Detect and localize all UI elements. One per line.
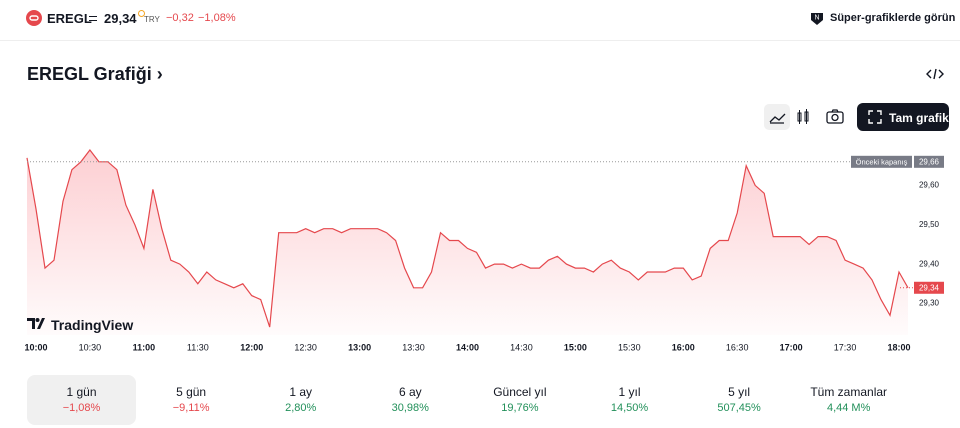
svg-text:N: N	[814, 14, 819, 21]
x-tick-label: 12:30	[294, 342, 317, 352]
area-style-button[interactable]	[764, 104, 790, 130]
chart-title[interactable]: EREGL Grafiği ›	[27, 64, 163, 84]
x-tick-label: 16:00	[672, 342, 695, 352]
period-change: 19,76%	[501, 402, 539, 414]
period-label: 1 gün	[66, 385, 97, 399]
x-tick-label: 14:00	[456, 342, 479, 352]
x-tick-label: 18:00	[887, 342, 910, 352]
period-tab[interactable]: 5 gün −9,11%	[137, 375, 246, 425]
previous-close-value-bg	[914, 155, 944, 168]
previous-close-name-bg	[851, 155, 912, 168]
x-tick-label: 11:00	[133, 342, 156, 352]
separator	[89, 16, 97, 21]
area-fill	[27, 150, 908, 335]
x-tick-label: 10:30	[79, 342, 102, 352]
full-chart-button[interactable]: Tam grafik	[857, 103, 949, 131]
previous-close-name: Önceki kapanış	[856, 157, 908, 166]
candle-style-button[interactable]	[790, 104, 816, 130]
period-tab[interactable]: 1 yıl 14,50%	[575, 375, 684, 425]
period-tab[interactable]: 1 ay 2,80%	[246, 375, 355, 425]
period-change: 507,45%	[717, 402, 761, 414]
y-tick-label: 29,30	[919, 299, 940, 308]
x-tick-label: 17:30	[834, 342, 857, 352]
period-change: −1,08%	[62, 402, 101, 414]
watermark: TradingView	[51, 317, 134, 333]
period-tab[interactable]: 5 yıl 507,45%	[685, 375, 794, 425]
period-change: −9,11%	[172, 402, 210, 414]
y-tick-label: 29,40	[919, 259, 940, 268]
period-label: 1 yıl	[618, 385, 641, 399]
period-tab[interactable]: 1 gün −1,08%	[27, 375, 136, 425]
y-tick-label: 29,60	[919, 181, 940, 190]
period-change: 30,98%	[391, 402, 429, 414]
period-tab[interactable]: 6 ay 30,98%	[356, 375, 465, 425]
change: −0,32	[166, 12, 194, 24]
period-change: 2,80%	[285, 402, 317, 414]
x-tick-label: 13:00	[348, 342, 371, 352]
embed-icon[interactable]	[926, 66, 944, 82]
full-chart-label: Tam grafik	[889, 111, 949, 125]
previous-close-value: 29,66	[919, 157, 940, 166]
x-tick-label: 15:30	[618, 342, 641, 352]
x-tick-label: 10:00	[24, 342, 47, 352]
x-tick-label: 14:30	[510, 342, 533, 352]
period-label: 5 gün	[176, 385, 207, 399]
symbol: EREGL	[47, 11, 92, 26]
x-tick-label: 11:30	[187, 342, 209, 352]
period-tab[interactable]: Tüm zamanlar 4,44 M%	[794, 375, 903, 425]
x-tick-label: 17:00	[780, 342, 803, 352]
period-label: 1 ay	[289, 385, 313, 399]
x-tick-label: 15:00	[564, 342, 587, 352]
x-tick-label: 16:30	[726, 342, 749, 352]
x-tick-label: 12:00	[240, 342, 263, 352]
period-label: Tüm zamanlar	[810, 385, 888, 399]
currency: TRY	[144, 15, 160, 24]
watermark-logo	[27, 318, 45, 329]
market-status	[138, 10, 145, 17]
period-change: 4,44 M%	[826, 402, 871, 414]
snapshot-button[interactable]	[822, 104, 848, 130]
title-text: EREGL Grafiği	[27, 64, 152, 84]
x-tick-label: 13:30	[402, 342, 425, 352]
period-label: 5 yıl	[728, 385, 751, 399]
super-charts-button[interactable]: Süper-grafiklerde görün	[830, 12, 956, 24]
super-charts-icon[interactable]: N	[809, 10, 825, 26]
chart: 10:00 10:30 11:00 11:30 12:00 12:30 13:00 13:30…	[24, 149, 944, 352]
period-change: 14,50%	[610, 402, 649, 414]
last-price-label: 29,34	[919, 283, 940, 292]
period-label: 6 ay	[398, 385, 422, 399]
price: 29,34	[104, 11, 137, 26]
symbol-logo	[26, 10, 42, 26]
price-line	[26, 149, 909, 328]
period-label: Güncel yıl	[493, 385, 547, 399]
period-tab[interactable]: Güncel yıl 19,76%	[465, 375, 574, 425]
divider	[0, 40, 960, 41]
change-percent: −1,08%	[198, 12, 236, 24]
y-tick-label: 29,50	[919, 220, 940, 229]
last-price-bg	[914, 281, 944, 294]
